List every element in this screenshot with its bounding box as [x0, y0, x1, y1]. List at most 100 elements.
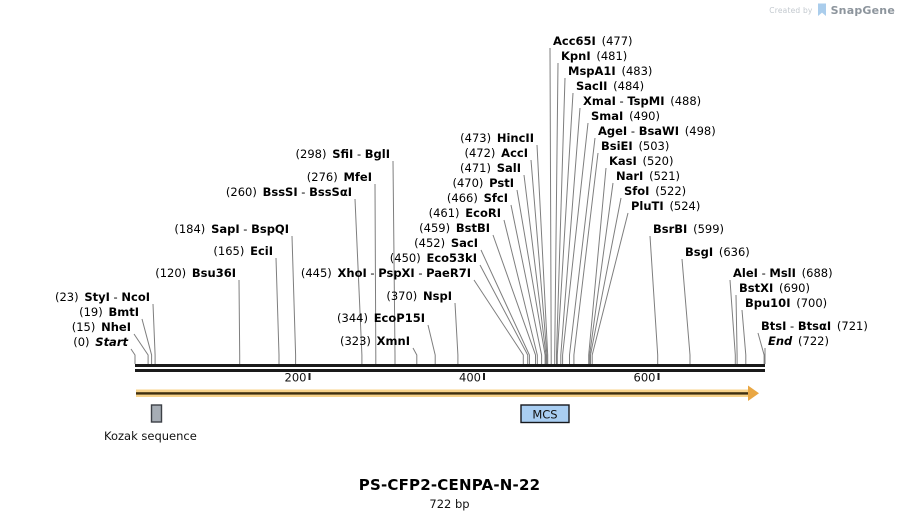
enzyme-connector-line: [238, 279, 241, 364]
enzyme-connector-line: [492, 234, 536, 364]
enzyme-label: (298) SfiI - BglI: [296, 147, 390, 161]
enzyme-connector-line: [354, 198, 363, 364]
enzyme-connector-line: [681, 258, 691, 364]
connector-lines-group: [130, 47, 766, 364]
enzyme-label: BsgI (636): [685, 245, 750, 259]
snapgene-brand-text: SnapGene: [830, 3, 895, 17]
enzyme-connector-line: [735, 294, 738, 364]
enzyme-connector-line: [291, 235, 297, 364]
dna-sequence-line: [135, 364, 765, 372]
kozak-sequence-label: Kozak sequence: [104, 429, 197, 443]
enzyme-label: (473) HincII: [460, 131, 534, 145]
enzyme-connector-line: [479, 264, 529, 364]
dna-strand-bottom: [135, 369, 765, 372]
enzyme-label: SfoI (522): [624, 184, 686, 198]
enzyme-label: (459) BstBI: [419, 221, 490, 235]
enzyme-label: SacII (484): [576, 79, 644, 93]
enzyme-label: KasI (520): [609, 154, 673, 168]
enzyme-connector-line: [729, 279, 736, 364]
enzyme-label: XmaI - TspMI (488): [583, 94, 701, 108]
enzyme-label: AgeI - BsaWI (498): [598, 124, 716, 138]
enzyme-connector-line: [374, 183, 377, 364]
scale-tick-label: 200: [285, 371, 307, 385]
enzyme-label: (450) Eco53kI: [390, 251, 477, 265]
enzyme-connector-line: [562, 122, 589, 364]
enzyme-connector-line: [556, 92, 574, 364]
enzyme-label: (445) XhoI - PspXI - PaeR7I: [301, 266, 471, 280]
scale-tick-mark: [483, 373, 485, 380]
enzyme-connector-line: [473, 279, 524, 364]
enzyme-label: PluTI (524): [631, 199, 700, 213]
orf-arrow: [136, 385, 759, 401]
enzyme-connector-line: [454, 302, 459, 364]
enzyme-label: End (722): [768, 334, 829, 348]
title-block: PS-CFP2-CENPA-N-22 722 bp: [0, 476, 899, 511]
enzyme-connector-line: [536, 144, 549, 364]
kozak-sequence-box: [150, 404, 163, 423]
enzyme-connector-line: [510, 204, 543, 364]
enzyme-connector-line: [590, 197, 622, 364]
enzyme-connector-line: [649, 235, 659, 364]
enzyme-connector-line: [141, 318, 153, 364]
enzyme-connector-line: [757, 332, 765, 364]
kozak-feature: Kozak sequence: [104, 404, 197, 443]
enzyme-label: BsrBI (599): [653, 222, 724, 236]
orf-arrow-line: [136, 392, 748, 395]
enzyme-label: (184) SapI - BspQI: [174, 222, 289, 236]
scale-ticks-group: 200 400 600: [285, 371, 660, 385]
enzyme-connector-line: [554, 62, 559, 364]
enzyme-connector-line: [573, 152, 599, 364]
enzyme-label: NarI (521): [616, 169, 680, 183]
enzyme-label: BstXI (690): [739, 281, 810, 295]
enzyme-label: (470) PstI: [452, 176, 514, 190]
enzyme-connector-line: [523, 174, 547, 364]
enzyme-label: BtsI - BtsαI (721): [761, 319, 868, 333]
enzyme-label: (370) NspI: [386, 289, 452, 303]
enzyme-label: (461) EcoRI: [429, 206, 501, 220]
enzyme-label: (452) SacI: [414, 236, 478, 250]
enzyme-connector-line: [275, 257, 280, 364]
scale-tick-label: 600: [634, 371, 656, 385]
enzyme-connector-line: [589, 182, 614, 364]
enzyme-label: (344) EcoP15I: [337, 311, 425, 325]
mcs-label: MCS: [532, 408, 557, 422]
scale-tick-mark: [657, 373, 660, 380]
enzyme-connector-line: [480, 249, 530, 364]
enzyme-connector-line: [516, 189, 546, 364]
mcs-feature: MCS: [520, 404, 570, 424]
enzyme-labels-group: (0) Start(15) NheI(19) BmtI(23) StyI - N…: [55, 34, 868, 349]
enzyme-label: (466) SfcI: [447, 191, 508, 205]
enzyme-label: (0) Start: [73, 335, 128, 349]
mcs-box: [520, 404, 570, 424]
enzyme-label: (260) BssSI - BssSαI: [226, 185, 352, 199]
dna-strand-top: [135, 364, 765, 367]
enzyme-connector-line: [560, 107, 581, 364]
linear-plasmid-map: (0) Start(15) NheI(19) BmtI(23) StyI - N…: [55, 34, 868, 443]
enzyme-label: SmaI (490): [591, 109, 660, 123]
enzyme-connector-line: [530, 159, 548, 364]
enzyme-connector-line: [427, 324, 436, 364]
enzyme-connector-line: [130, 348, 136, 364]
enzyme-connector-line: [392, 160, 396, 364]
enzyme-label: AleI - MslI (688): [733, 266, 833, 280]
enzyme-label: (15) NheI: [72, 320, 131, 334]
snapgene-logo-icon: [817, 3, 826, 16]
enzyme-label: (19) BmtI: [79, 305, 139, 319]
enzyme-label: (276) MfeI: [307, 170, 372, 184]
enzyme-connector-line: [503, 219, 538, 364]
enzyme-label: (471) SalI: [460, 161, 521, 175]
enzyme-connector-line: [152, 303, 156, 364]
enzyme-label: Acc65I (477): [553, 34, 633, 48]
enzyme-connector-line: [412, 347, 418, 364]
plasmid-length: 722 bp: [429, 497, 470, 511]
enzyme-label: (472) AccI: [464, 146, 528, 160]
created-by-text: Created by: [769, 5, 813, 15]
enzyme-label: (23) StyI - NcoI: [55, 290, 150, 304]
enzyme-label: BsiEI (503): [601, 139, 669, 153]
enzyme-connector-line: [556, 77, 566, 364]
enzyme-connector-line: [741, 309, 747, 364]
plasmid-title: PS-CFP2-CENPA-N-22: [358, 476, 541, 494]
enzyme-connector-line: [591, 212, 629, 364]
scale-tick-mark: [308, 373, 311, 380]
